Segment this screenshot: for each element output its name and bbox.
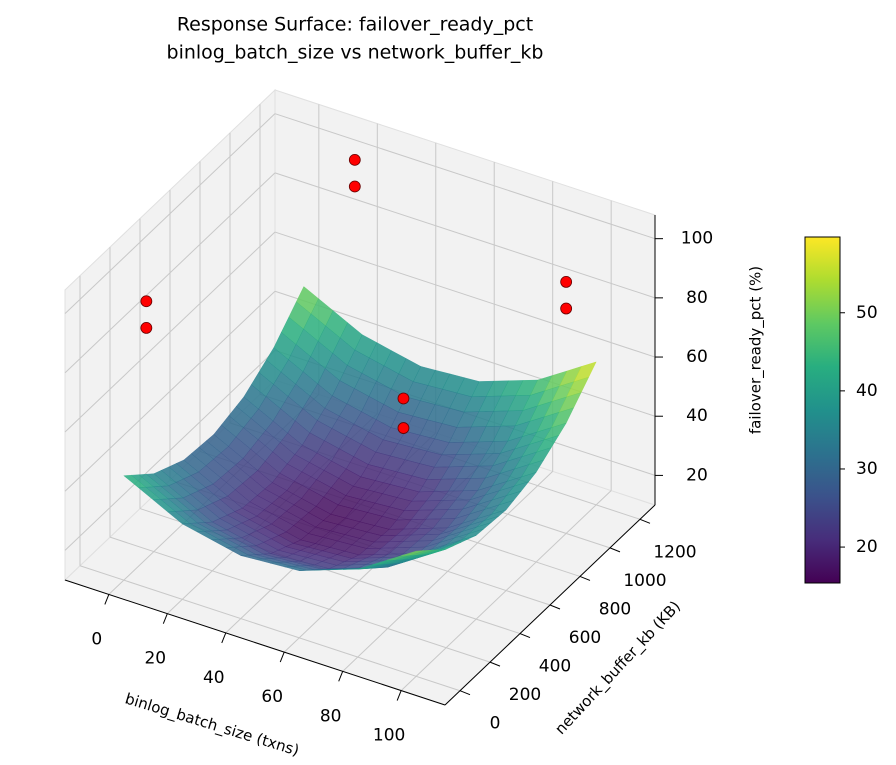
z-tick-label: 20: [686, 465, 708, 485]
data-point: [348, 153, 361, 166]
data-point: [140, 295, 153, 308]
x-tick-label: 100: [373, 726, 405, 746]
x-tick: [221, 632, 227, 644]
y-tick-label: 200: [509, 685, 541, 705]
grid-line: [64, 350, 276, 551]
colorbar-tick-label: 20: [856, 537, 878, 557]
z-tick-label: 80: [686, 288, 708, 308]
chart-title: Response Surface: failover_ready_pct: [177, 14, 533, 36]
x-tick-label: 60: [261, 687, 283, 707]
grid-line: [109, 536, 491, 663]
y-tick-label: 1200: [653, 542, 696, 562]
x-tick: [279, 651, 285, 663]
axis-line: [444, 504, 656, 706]
axis-line: [64, 579, 446, 706]
grid-line: [274, 113, 656, 240]
y-tick: [609, 547, 621, 553]
surface-patch: [401, 550, 424, 556]
colorbar-tick-label: 30: [856, 459, 878, 479]
grid-line: [274, 290, 656, 417]
grid-line: [79, 565, 461, 692]
grid-line: [64, 172, 276, 374]
data-point: [397, 392, 410, 405]
y-tick: [489, 661, 501, 667]
data-point: [560, 302, 573, 315]
y-tick: [549, 604, 561, 610]
y-tick: [639, 518, 651, 524]
x-tick-label: 20: [144, 649, 166, 669]
z-tick-label: 40: [686, 406, 708, 426]
x-tick-label: 0: [91, 629, 102, 649]
x-tick: [162, 613, 168, 624]
grid-line: [64, 231, 276, 433]
y-tick-label: 0: [490, 714, 501, 734]
data-point: [560, 276, 573, 288]
y-tick-label: 600: [569, 628, 601, 648]
chart-subtitle: binlog_batch_size vs network_buffer_kb: [167, 42, 544, 64]
data-point: [397, 422, 410, 434]
data-point: [140, 321, 153, 334]
z-axis-label: failover_ready_pct (%): [747, 266, 766, 434]
y-tick: [519, 633, 531, 639]
grid-line: [64, 290, 276, 492]
colorbar-tick-label: 50: [856, 303, 878, 323]
grid-line: [274, 231, 656, 358]
data-point: [348, 180, 361, 193]
colorbar-tick-label: 40: [856, 381, 878, 401]
grid-line: [64, 113, 276, 315]
x-tick: [396, 690, 402, 701]
grid-line: [274, 172, 656, 299]
y-tick-label: 1000: [623, 571, 666, 591]
y-tick: [459, 690, 471, 696]
z-tick-label: 100: [681, 229, 713, 249]
plot-3d: [64, 88, 663, 706]
y-tick-label: 400: [539, 657, 571, 677]
x-tick: [338, 671, 344, 682]
z-tick-label: 60: [686, 347, 708, 367]
y-tick-label: 800: [599, 599, 631, 619]
x-tick-label: 80: [320, 706, 342, 726]
x-tick-label: 40: [203, 668, 225, 688]
y-tick: [579, 575, 591, 581]
x-tick: [104, 594, 110, 605]
colorbar: [804, 236, 841, 584]
